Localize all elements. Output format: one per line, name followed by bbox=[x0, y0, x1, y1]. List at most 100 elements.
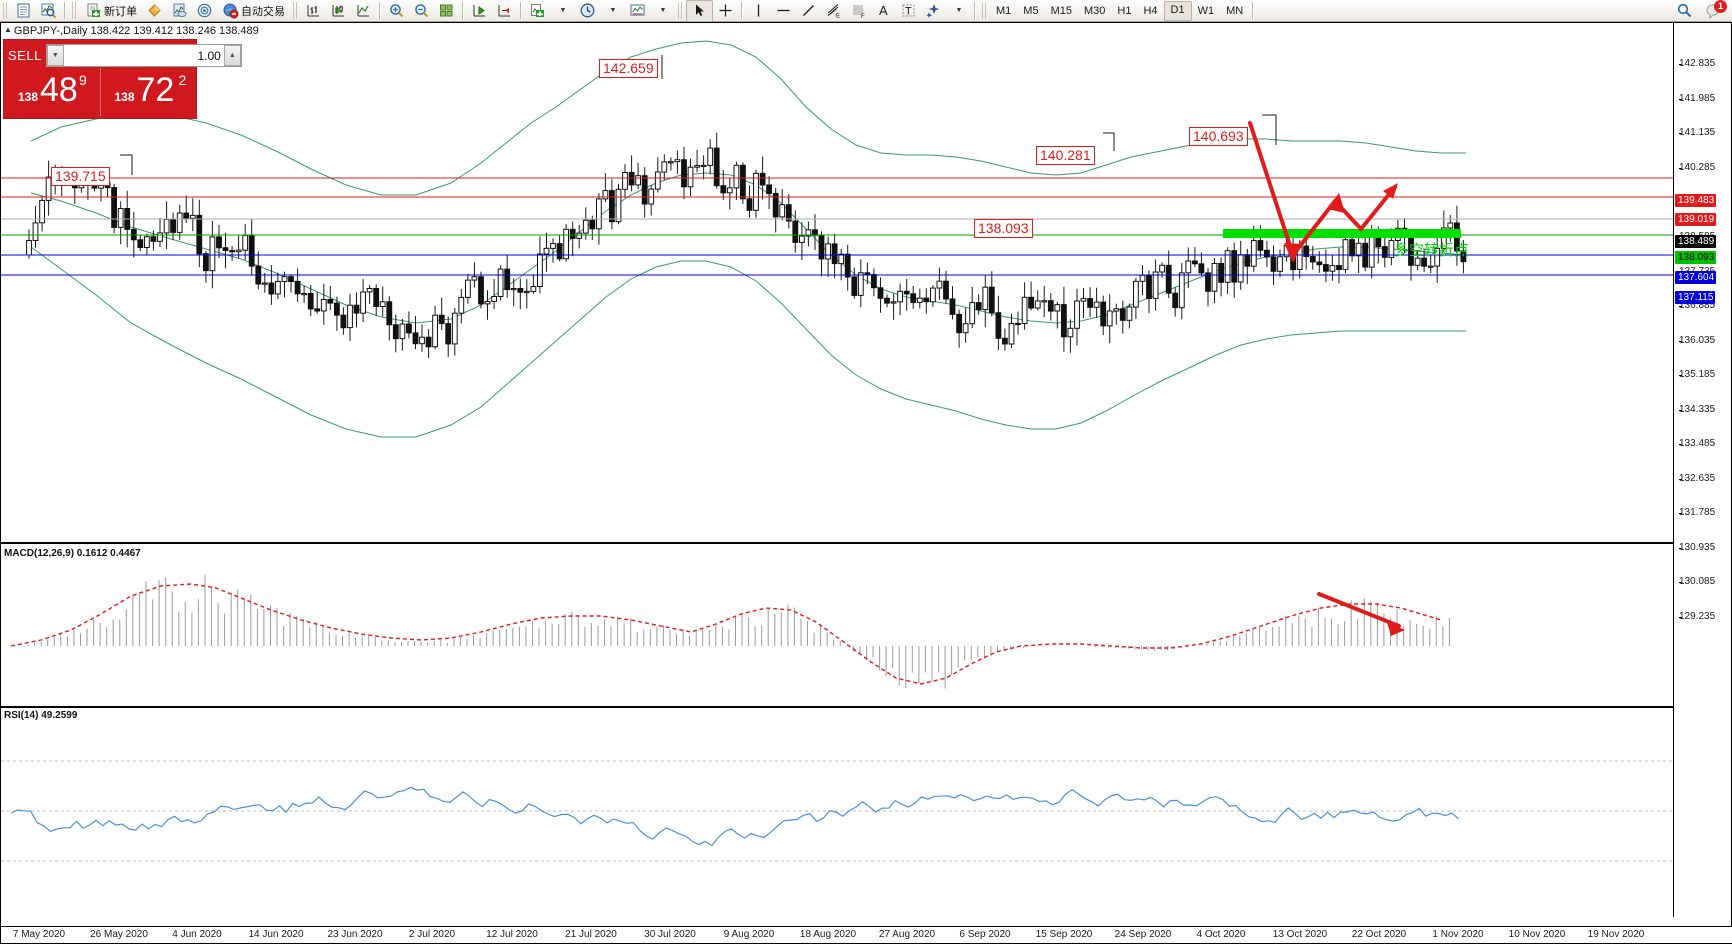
metaeditor-icon[interactable] bbox=[142, 1, 167, 21]
templates-icon[interactable] bbox=[625, 1, 650, 21]
volume-stepper[interactable]: ▼ ▲ bbox=[45, 44, 242, 67]
timeframe-m30[interactable]: M30 bbox=[1083, 4, 1106, 17]
timeframe-h1[interactable]: H1 bbox=[1117, 4, 1132, 17]
candle-body bbox=[1047, 300, 1054, 312]
periods-icon[interactable] bbox=[575, 1, 600, 21]
buy-price-cell[interactable]: 138 72 2 bbox=[101, 68, 197, 116]
one-click-trading-panel[interactable]: SELL ▼ ▲ BUY 138 48 9 138 72 2 bbox=[3, 39, 274, 119]
timeframe-w1[interactable]: W1 bbox=[1197, 4, 1215, 17]
volume-decrement-icon[interactable]: ▼ bbox=[46, 45, 64, 66]
toolbar-grip[interactable] bbox=[982, 2, 987, 19]
shapes-dropdown-icon[interactable]: ▼ bbox=[955, 7, 963, 14]
terminal-icon[interactable] bbox=[11, 1, 36, 21]
chinese-annotation-text[interactable]: 多空转折点 bbox=[1394, 241, 1470, 259]
timeframe-mn[interactable]: MN bbox=[1226, 4, 1244, 17]
text-icon[interactable]: A bbox=[871, 1, 896, 21]
candle-body bbox=[982, 286, 989, 311]
timeframe-h4[interactable]: H4 bbox=[1143, 4, 1158, 17]
timeframe-m5[interactable]: M5 bbox=[1023, 4, 1039, 17]
support-zone-highlight bbox=[1223, 229, 1461, 238]
cursor-icon[interactable] bbox=[686, 0, 713, 22]
indicators-icon[interactable] bbox=[525, 1, 550, 21]
candle-body bbox=[1139, 274, 1146, 282]
timeframe-m15[interactable]: M15 bbox=[1050, 4, 1072, 17]
candle-body bbox=[117, 208, 124, 228]
price-axis[interactable]: 142.835141.985141.135140.285139.435138.5… bbox=[1673, 23, 1731, 917]
indicators-dropdown-icon[interactable]: ▼ bbox=[559, 7, 567, 14]
sell-price-big: 48 bbox=[40, 71, 78, 109]
candle-body bbox=[622, 172, 628, 190]
date-axis[interactable]: 7 May 2020 26 May 2020 4 Jun 2020 14 Jun 20… bbox=[1, 926, 1732, 943]
chart-window[interactable]: ▲ GBPJPY-,Daily 138.422 139.412 138.246 1… bbox=[0, 22, 1732, 944]
price-tag-139019[interactable]: 139.019 bbox=[1675, 213, 1717, 226]
main-toolbar: 新订单 自动交易 ▼ ▼ bbox=[0, 0, 1732, 22]
date-tick: 27 Aug 2020 bbox=[878, 929, 936, 940]
toolbar-grip[interactable] bbox=[3, 2, 8, 19]
sell-price-cell[interactable]: 138 48 9 bbox=[4, 68, 101, 116]
zoom-in-icon[interactable] bbox=[384, 1, 409, 21]
signals-icon[interactable] bbox=[192, 1, 217, 21]
collapse-triangle-icon[interactable]: ▲ bbox=[4, 25, 12, 34]
candle-body bbox=[216, 236, 222, 249]
bar-chart-icon[interactable] bbox=[301, 1, 326, 21]
toolbar-separator bbox=[1252, 2, 1255, 19]
sell-button[interactable]: SELL bbox=[8, 48, 42, 63]
candle-body bbox=[1316, 261, 1323, 266]
search-icon[interactable] bbox=[1672, 1, 1697, 21]
timeframe-d1[interactable]: D1 bbox=[1163, 0, 1192, 21]
notifications-icon[interactable]: 1 bbox=[1701, 0, 1727, 21]
shapes-icon[interactable] bbox=[921, 1, 946, 21]
price-tag-137604[interactable]: 137.604 bbox=[1675, 271, 1717, 284]
fibonacci-icon[interactable]: F bbox=[846, 1, 871, 21]
rsi-canvas[interactable] bbox=[1, 709, 1675, 909]
price-callout-140281[interactable]: 140.281 bbox=[1036, 146, 1095, 165]
date-tick: 15 Sep 2020 bbox=[1035, 929, 1093, 940]
line-chart-icon[interactable] bbox=[351, 1, 376, 21]
candlestick-chart-icon[interactable] bbox=[326, 1, 351, 21]
equidistant-channel-icon[interactable]: E bbox=[821, 1, 846, 21]
price-tag-138489[interactable]: 138.489 bbox=[1675, 235, 1717, 248]
toolbar-grip[interactable] bbox=[678, 2, 683, 19]
candle-body bbox=[1119, 308, 1126, 321]
candle-body bbox=[720, 185, 727, 194]
price-callout-140693[interactable]: 140.693 bbox=[1189, 127, 1248, 146]
text-label-icon[interactable]: T bbox=[896, 1, 921, 21]
vertical-line-icon[interactable] bbox=[746, 1, 771, 21]
periods-dropdown-icon[interactable]: ▼ bbox=[609, 7, 617, 14]
sell-price-prefix: 138 bbox=[18, 90, 39, 104]
candle-body bbox=[746, 198, 753, 211]
tile-windows-icon[interactable] bbox=[434, 1, 459, 21]
candle-body bbox=[1106, 310, 1113, 327]
price-tag-139483[interactable]: 139.483 bbox=[1675, 194, 1717, 207]
toolbar-grip[interactable] bbox=[72, 2, 77, 19]
candle-body bbox=[615, 188, 622, 223]
candle-body bbox=[281, 276, 288, 282]
expert-advisors-icon[interactable] bbox=[167, 1, 192, 21]
crosshair-icon[interactable] bbox=[713, 1, 738, 21]
horizontal-line-icon[interactable] bbox=[771, 1, 796, 21]
new-order-button[interactable]: 新订单 bbox=[80, 1, 142, 21]
templates-dropdown-icon[interactable]: ▼ bbox=[659, 7, 667, 14]
macd-canvas[interactable] bbox=[1, 544, 1675, 704]
price-tag-137115[interactable]: 137.115 bbox=[1675, 291, 1716, 304]
price-callout-139715[interactable]: 139.715 bbox=[51, 167, 110, 186]
toolbar-grip[interactable] bbox=[293, 2, 298, 19]
volume-increment-icon[interactable]: ▲ bbox=[223, 45, 241, 66]
price-tick: 134.335 bbox=[1679, 404, 1716, 415]
zoom-out-icon[interactable] bbox=[409, 1, 434, 21]
market-watch-icon[interactable] bbox=[36, 1, 61, 21]
candle-body bbox=[805, 229, 812, 237]
auto-scroll-icon[interactable] bbox=[467, 1, 492, 21]
chart-shift-icon[interactable] bbox=[492, 1, 517, 21]
autotrading-button[interactable]: 自动交易 bbox=[217, 1, 290, 21]
candle-body bbox=[923, 297, 930, 303]
candle-body bbox=[1015, 322, 1021, 326]
price-tag-138093[interactable]: 138.093 bbox=[1675, 251, 1717, 264]
trendline-icon[interactable] bbox=[796, 1, 821, 21]
volume-input[interactable] bbox=[63, 45, 224, 66]
timeframe-m1[interactable]: M1 bbox=[996, 4, 1012, 17]
price-callout-138093[interactable]: 138.093 bbox=[974, 219, 1033, 238]
price-callout-142659[interactable]: 142.659 bbox=[599, 59, 658, 78]
price-chart-canvas[interactable] bbox=[1, 23, 1675, 533]
buy-button[interactable]: BUY bbox=[245, 48, 275, 63]
